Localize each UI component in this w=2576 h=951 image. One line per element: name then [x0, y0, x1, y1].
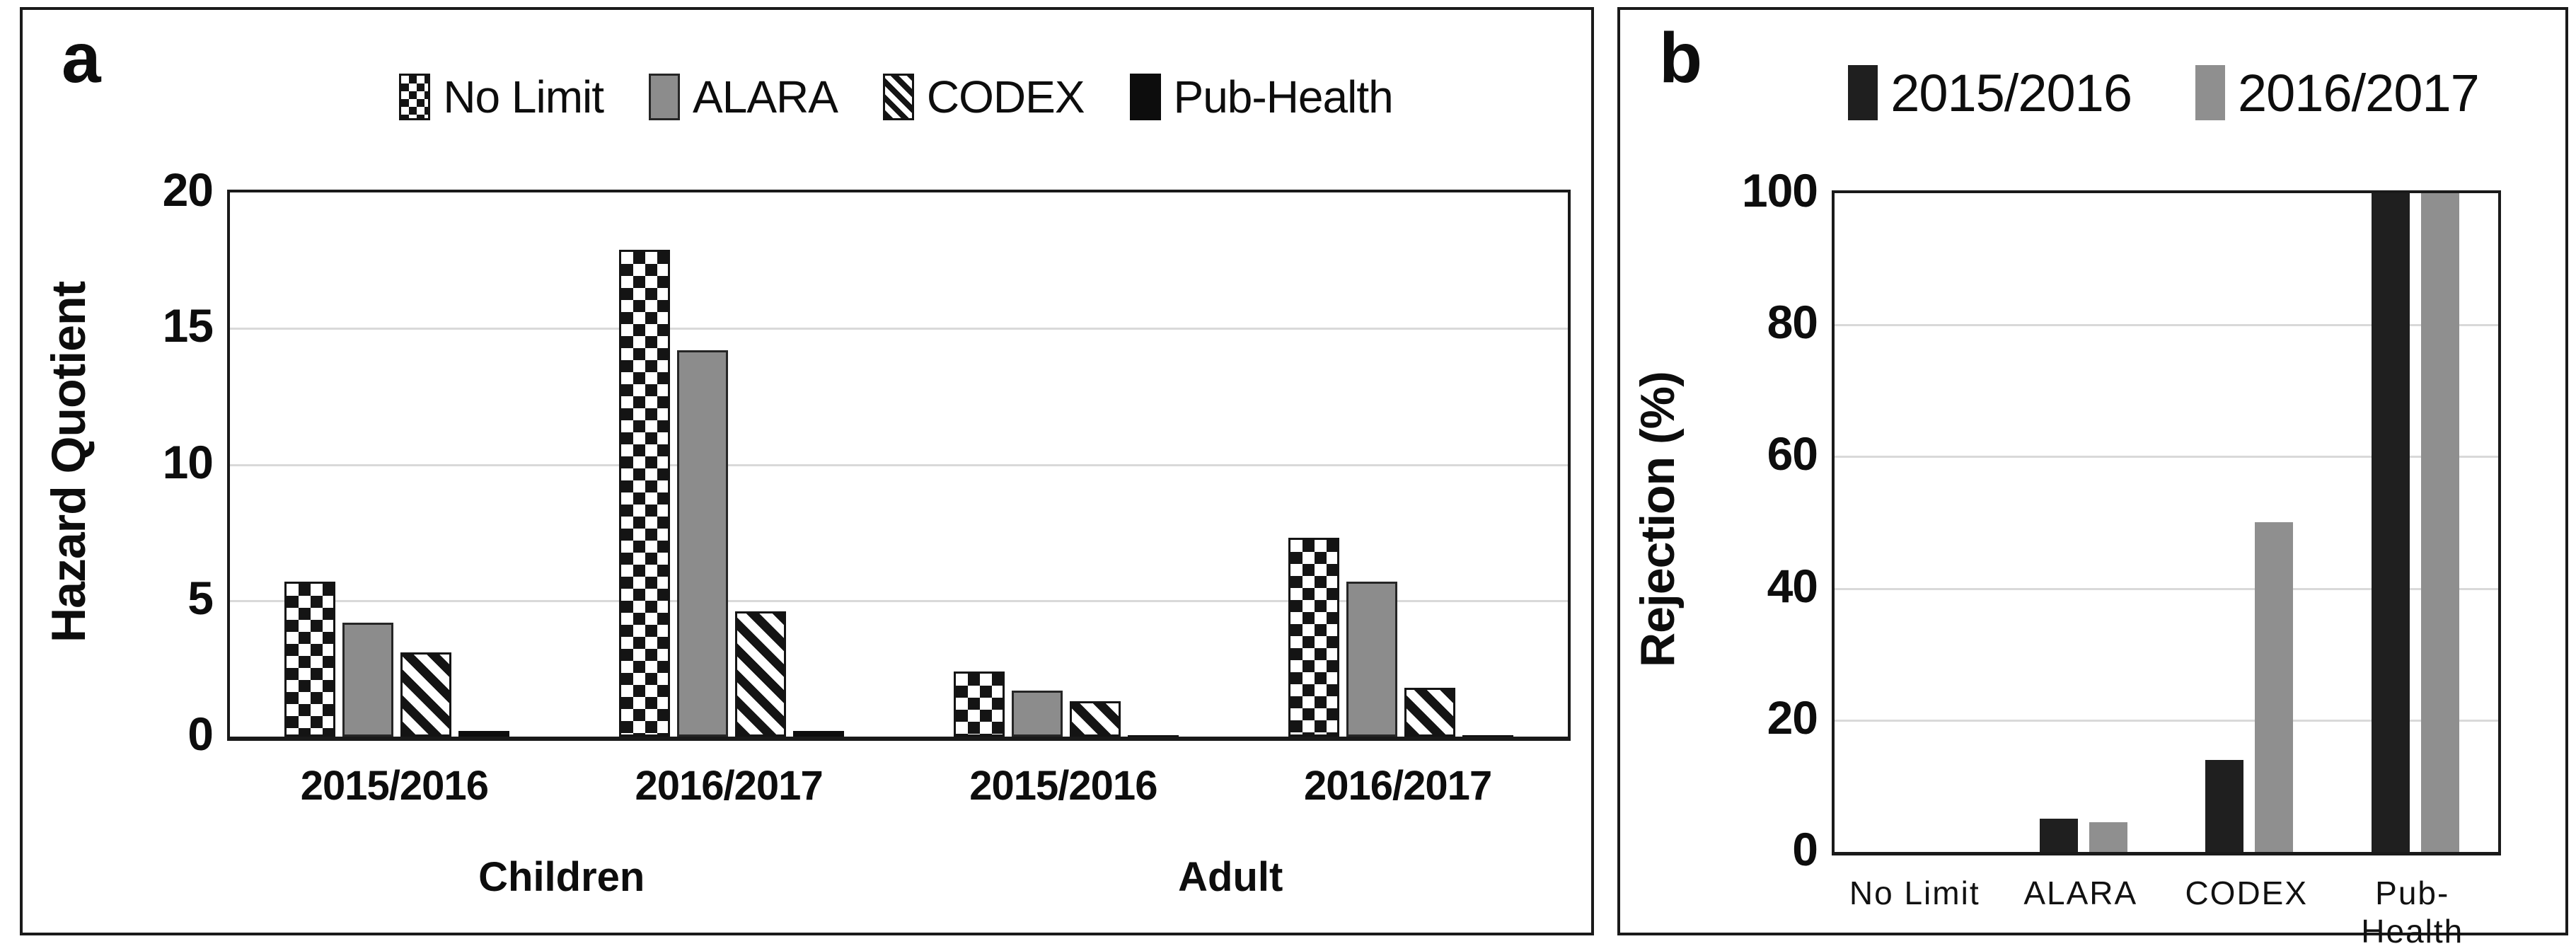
panel-a: a No Limit ALARA CODEX Pub-Health Hazard Qu…: [20, 7, 1594, 935]
legend-a: No Limit ALARA CODEX Pub-Health: [227, 65, 1565, 129]
bar-no-limit: [619, 250, 671, 737]
bar-pub-health: [458, 731, 510, 737]
y-tick-label: 20: [162, 163, 214, 216]
bar-no-limit: [1288, 538, 1339, 737]
y-tick-label: 15: [162, 299, 214, 352]
bar-pub-health: [793, 731, 845, 737]
bar-2016-2017: [2089, 822, 2127, 852]
legend-label: No Limit: [443, 71, 604, 122]
x-axis-category-label: 2016/2017: [1304, 763, 1492, 809]
legend-item: 2015/2016: [1848, 63, 2132, 123]
y-tick-label: 5: [187, 571, 214, 624]
y-tick-label: 0: [187, 708, 214, 760]
gridline: [1835, 324, 2498, 327]
x-axis-labels-a: 2015/2016 2016/2017 2015/2016 2016/2017: [227, 762, 1565, 809]
legend-label: CODEX: [926, 71, 1085, 122]
bar-codex: [735, 611, 787, 737]
bar-2015-2016: [2039, 819, 2078, 852]
legend-swatch-pub-health: [1129, 74, 1161, 120]
bar-group: [2001, 819, 2167, 852]
y-tick-label: 40: [1767, 559, 1818, 612]
x-axis-category-label: 2015/2016: [969, 763, 1157, 809]
bar-alara: [342, 623, 394, 737]
y-axis-ticks-b: 0 20 40 60 80 100: [1708, 167, 1818, 872]
legend-item: 2016/2017: [2195, 63, 2480, 123]
cohort-label: Adult: [1178, 854, 1283, 900]
bar-group: [2166, 522, 2333, 852]
y-axis-title-b: Rejection (%): [1631, 371, 1685, 668]
bar-2015-2016: [2205, 760, 2244, 852]
bar-group: [2333, 193, 2499, 852]
y-tick-label: 20: [1767, 691, 1818, 744]
gridline: [230, 463, 1568, 466]
bar-pub-health: [1127, 735, 1179, 737]
x-axis-category-label: 2015/2016: [300, 763, 489, 809]
gridline: [1835, 587, 2498, 590]
legend-swatch-2016-2017: [2195, 65, 2225, 120]
panel-b-letter: b: [1659, 18, 1703, 98]
bar-group: [230, 582, 565, 737]
bar-2015-2016: [2371, 193, 2410, 852]
gridline: [230, 328, 1568, 330]
legend-swatch-no-limit: [399, 74, 431, 120]
y-tick-label: 0: [1792, 823, 1818, 875]
bar-no-limit: [953, 672, 1005, 737]
gridline: [1835, 719, 2498, 722]
bar-2016-2017: [2420, 193, 2459, 852]
bar-alara: [1011, 691, 1063, 737]
x-axis-category-label: CODEX: [2185, 875, 2309, 911]
bar-group: [899, 672, 1234, 737]
bar-group: [1233, 538, 1568, 737]
y-axis-title-a: Hazard Quotient: [42, 281, 96, 642]
plot-area-a: [227, 190, 1571, 741]
bar-codex: [1069, 701, 1121, 737]
gridline: [1835, 456, 2498, 459]
legend-item: ALARA: [649, 71, 838, 123]
panel-a-letter: a: [62, 18, 101, 98]
legend-b: 2015/2016 2016/2017: [1832, 54, 2495, 132]
legend-item: No Limit: [399, 71, 604, 123]
bar-group: [565, 250, 899, 737]
y-tick-label: 80: [1767, 296, 1818, 349]
bar-alara: [1346, 582, 1397, 737]
bar-alara: [677, 350, 729, 737]
panel-b: b 2015/2016 2016/2017 Rejection (%) 0 20 40…: [1617, 7, 2568, 950]
y-tick-label: 100: [1741, 164, 1818, 217]
x-axis-category-label: Pub-Health: [2361, 875, 2464, 950]
legend-label: 2016/2017: [2238, 63, 2480, 122]
gridline: [230, 599, 1568, 602]
bar-no-limit: [284, 582, 336, 737]
legend-item: CODEX: [882, 71, 1085, 123]
y-tick-label: 60: [1767, 427, 1818, 480]
legend-item: Pub-Health: [1129, 71, 1394, 123]
legend-swatch-codex: [882, 74, 914, 120]
bar-2016-2017: [2255, 522, 2294, 852]
x-axis-category-label: 2016/2017: [635, 763, 824, 809]
legend-swatch-alara: [649, 74, 681, 120]
legend-swatch-2015-2016: [1848, 65, 1878, 120]
legend-label: ALARA: [693, 71, 838, 122]
cohort-labels: Children Adult: [227, 853, 1565, 901]
legend-label: Pub-Health: [1173, 71, 1394, 122]
x-axis-category-label: No Limit: [1849, 875, 1980, 911]
bar-pub-health: [1462, 735, 1513, 737]
y-axis-ticks-a: 0 5 10 15 20: [96, 166, 214, 757]
x-axis-labels-b: No Limit ALARA CODEX Pub-Health: [1832, 874, 2495, 950]
cohort-label: Children: [478, 854, 645, 900]
plot-area-b: [1832, 190, 2501, 855]
bar-codex: [1404, 688, 1455, 737]
bar-codex: [400, 652, 452, 737]
y-tick-label: 10: [162, 435, 214, 488]
x-axis-category-label: ALARA: [2023, 875, 2138, 911]
legend-label: 2015/2016: [1890, 63, 2132, 122]
